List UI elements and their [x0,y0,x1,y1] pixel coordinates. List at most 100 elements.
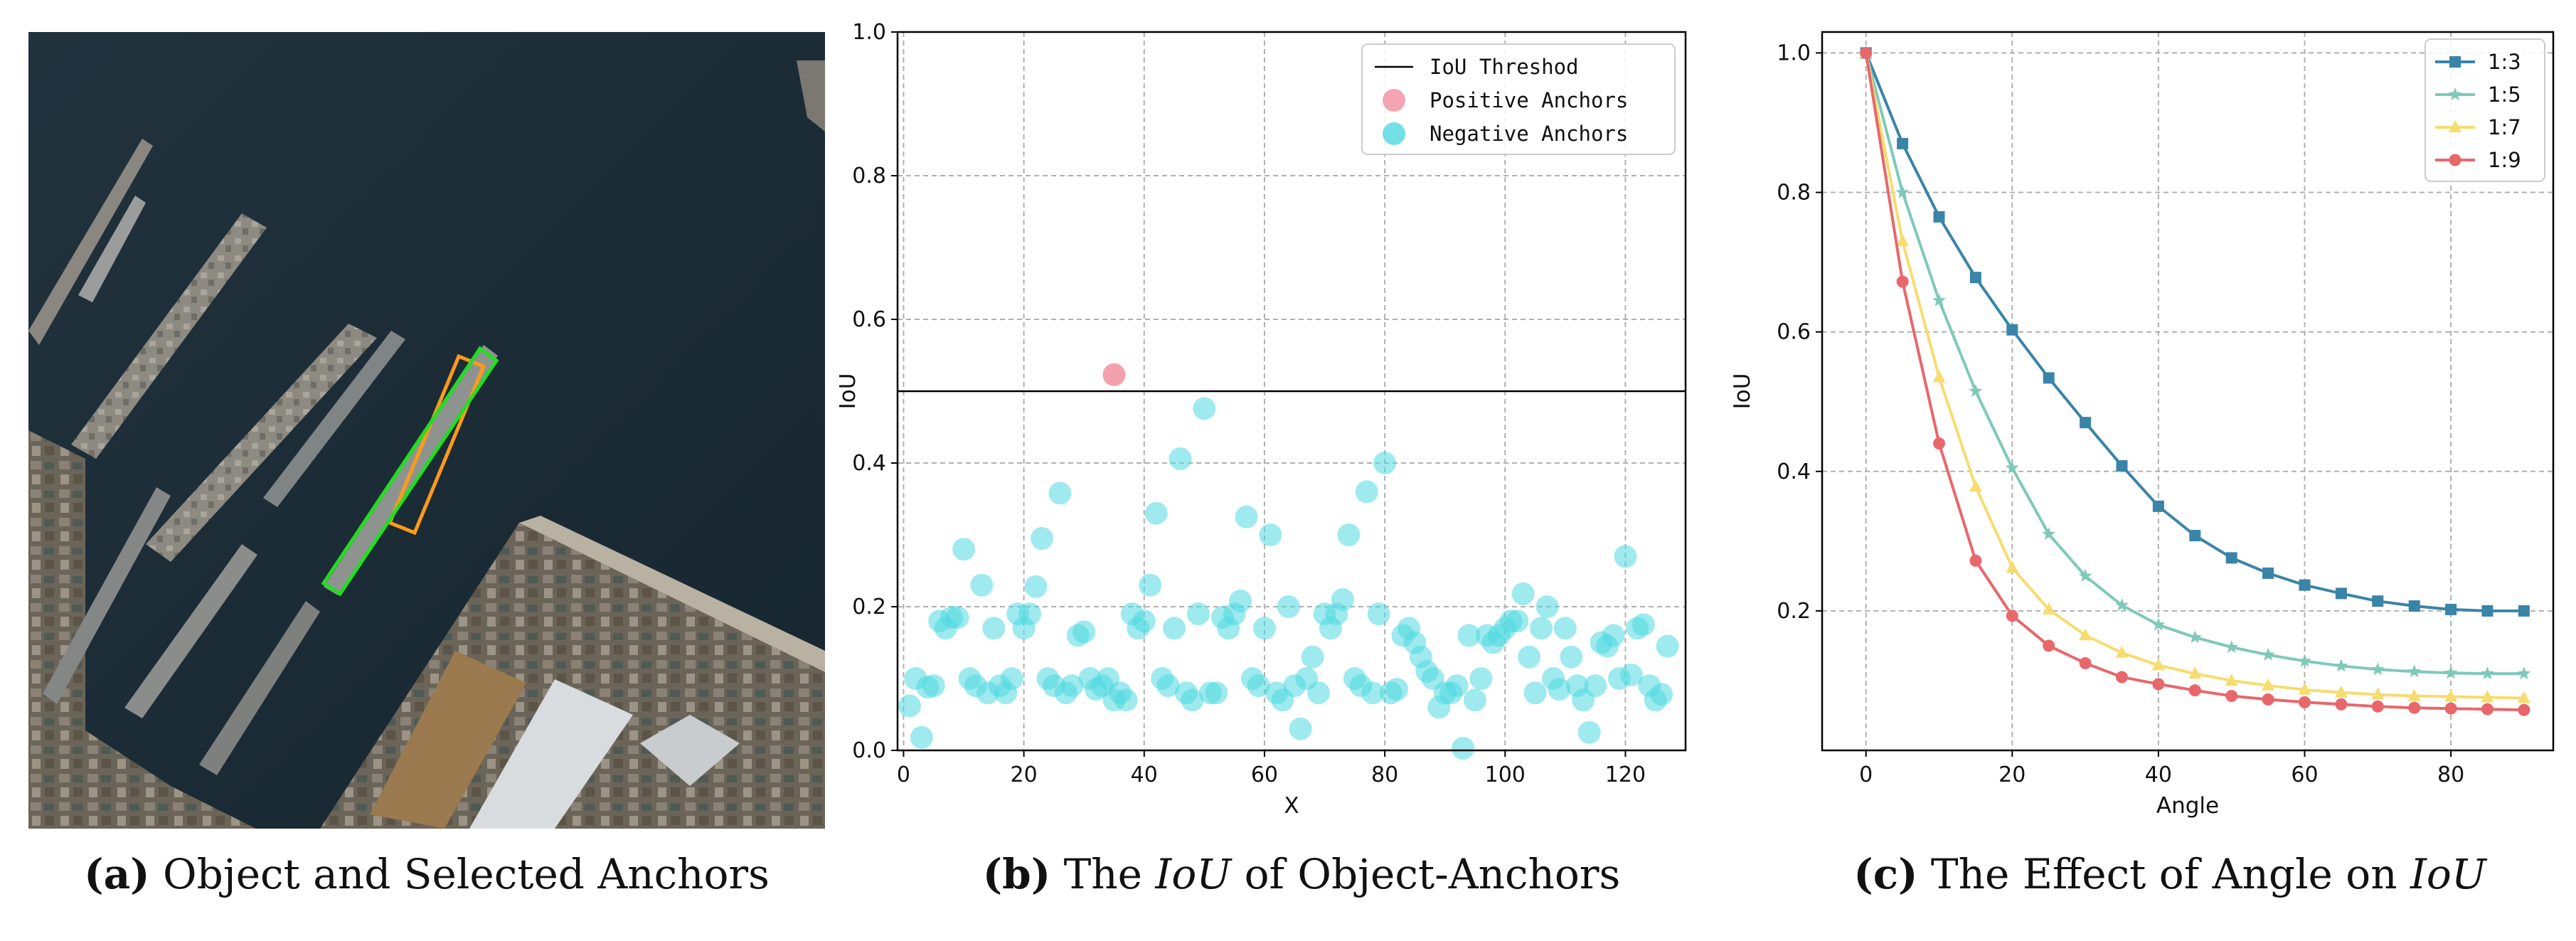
series-point [2188,666,2202,679]
negative-anchor-point [1361,681,1385,705]
negative-anchor-point [1193,397,1216,420]
negative-anchor-point [1307,681,1331,705]
scatter-y-tick-label: 0.0 [852,738,886,763]
negative-anchor-point [1506,610,1529,633]
negative-anchor-point [1277,595,1300,618]
series-point [2481,666,2494,680]
negative-anchor-point [1163,617,1186,640]
negative-anchor-point [1301,645,1324,669]
series-point [2151,658,2165,671]
series-point [2371,687,2385,700]
legend-marker-swatch [1383,122,1405,145]
series-point [2444,702,2457,715]
negative-anchor-point [1577,721,1601,744]
series-point [2115,645,2129,658]
positive-anchor-point [1102,363,1126,386]
negative-anchor-point [1259,523,1282,546]
series-point [2225,690,2238,703]
line-x-tick-label: 20 [1998,762,2026,787]
series-point [2299,579,2311,591]
series-point [2407,664,2422,678]
scatter-legend-box [1361,43,1676,155]
series-point [2225,552,2237,564]
pier-top-right [797,60,825,132]
negative-anchor-point [1548,678,1571,701]
series-point [2518,605,2530,617]
series-point [2517,691,2530,703]
series-point [2262,567,2274,579]
legend-marker-swatch [1383,89,1405,112]
line-y-axis-label: IoU [1730,373,1755,410]
negative-anchor-point [1024,575,1048,598]
series-point [2188,630,2202,644]
caption-c-pre: The Effect of Angle on [1930,850,2397,898]
negative-anchor-point [898,694,921,718]
series-point [1932,293,1946,307]
legend-marker-swatch [2448,87,2462,101]
legend-entry-label: 1:9 [2488,148,2521,172]
negative-anchor-point [1614,545,1637,568]
negative-anchor-point [1139,573,1162,597]
series-point [2371,700,2384,713]
series-point [2372,595,2384,607]
caption-c-italic: IoU [2410,850,2486,898]
negative-anchor-point [946,606,969,629]
scatter-y-tick-label: 0.8 [852,164,886,188]
caption-a-text: Object and Selected Anchors [163,850,770,898]
negative-anchor-point [1650,683,1673,706]
land-bottom-left [28,693,256,829]
line-y-tick-label: 0.8 [1777,181,1811,206]
negative-anchor-point [1018,602,1042,626]
series-1-9 [1860,46,2530,716]
line-frame [1821,31,2555,752]
series-point [2079,628,2092,641]
series-point [2043,372,2055,384]
negative-anchor-point [1229,589,1252,612]
negative-anchor-point [910,725,933,749]
series-1-3 [1860,47,2530,617]
negative-anchor-point [1030,527,1053,551]
scatter-y-axis-label: IoU [839,373,861,410]
negative-anchor-point [1560,645,1583,669]
series-point [2298,696,2311,708]
series-point [1895,185,1910,198]
series-point [2043,639,2055,652]
ship-1 [78,196,146,302]
pier-2 [71,213,267,459]
caption-b-pre: The [1063,850,1142,898]
series-point [2481,690,2494,703]
scatter-y-tick-label: 0.4 [852,451,886,476]
scatter-x-tick-label: 120 [1605,762,1646,787]
scatter-points [898,363,1679,760]
series-point [2408,600,2420,612]
negative-anchor-point [1355,480,1378,504]
ship-3 [124,544,257,718]
series-point [2335,588,2347,600]
pier-3 [146,324,377,562]
line-x-tick-label: 60 [2291,762,2318,787]
iou-scatter-chart: 0 20 40 60 80 100 120 0.0 0.2 0.4 0.6 0.8 1.0 X IoU … [839,20,1687,819]
negative-anchor-point [1457,624,1481,647]
legend-entry-label: Negative Anchors [1430,122,1628,146]
caption-b-letter: (b) [982,850,1051,898]
warehouse-white-2 [640,715,740,786]
series-point [2444,666,2458,679]
negative-anchor-point [1337,523,1361,546]
series-point [2298,654,2311,667]
series-point [2189,529,2201,541]
scatter-x-tick-label: 80 [1371,762,1398,787]
negative-anchor-point [1511,582,1535,605]
negative-anchor-point [1048,482,1072,505]
negative-anchor-point [1073,620,1096,644]
pier-1 [28,139,153,345]
series-point [2298,682,2311,695]
series-point [2334,659,2348,672]
ship-2 [263,331,405,507]
negative-anchor-point [1144,501,1168,525]
caption-a: (a) Object and Selected Anchors [28,850,825,921]
negative-anchor-point [1463,689,1486,712]
series-point [2116,459,2128,472]
negative-anchor-point [1114,689,1138,712]
legend-entry-label: 1:5 [2488,83,2521,107]
caption-a-letter: (a) [84,850,150,898]
